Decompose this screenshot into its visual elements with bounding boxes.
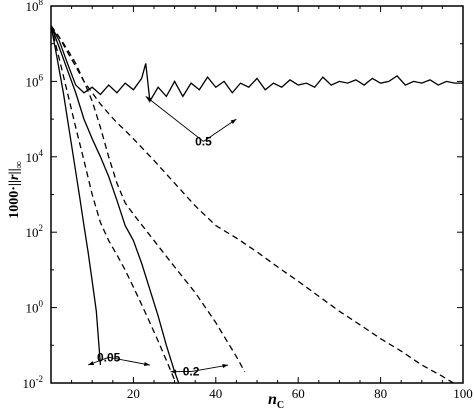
series-line-3-solid: [51, 25, 180, 383]
series-line-5-solid: [51, 25, 463, 104]
x-axis-label: nC: [268, 391, 284, 411]
annotation-arrowhead: [170, 369, 177, 374]
y-tick-label: 100: [26, 299, 44, 316]
y-tick-label: 10-2: [23, 374, 44, 391]
series-line-6-dashed: [51, 25, 455, 383]
series-line-4-dashed: [51, 25, 246, 372]
x-tick-label: 20: [127, 386, 140, 401]
annotation-arrow: [203, 118, 237, 142]
annotation-arrow: [191, 364, 229, 372]
x-tick-label: 60: [292, 386, 305, 401]
annotation-label: 0.5: [195, 134, 212, 148]
x-tick-label: 40: [209, 386, 222, 401]
annotation-label: 0.05: [97, 350, 121, 364]
annotation-arrowhead: [88, 361, 95, 366]
annotation-arrowhead: [145, 96, 152, 102]
annotation-arrow: [108, 356, 150, 366]
x-tick-label: 100: [453, 386, 473, 401]
series-line-2-dashed: [51, 25, 176, 381]
annotation-arrow: [145, 96, 204, 142]
y-tick-label: 104: [26, 148, 44, 165]
y-tick-label: 102: [26, 223, 44, 240]
annotation-label: 0.2: [183, 365, 200, 379]
annotations: 0.5 0.05 0.2: [87, 96, 237, 379]
annotation-arrowhead: [230, 119, 237, 124]
x-tick-label: 80: [374, 386, 387, 401]
y-tick-label: 108: [26, 0, 44, 14]
series-line-1-solid: [51, 25, 102, 366]
series-lines: [51, 25, 463, 383]
plot-frame: [50, 5, 464, 384]
annotation-arrowhead: [143, 361, 150, 367]
annotation-arrowhead: [222, 363, 229, 369]
y-tick-label: 106: [26, 72, 44, 89]
plot-area: [50, 5, 464, 384]
y-axis-label: 1000·||r||∞: [7, 161, 25, 219]
axis-ticks: 20 40 60 80 100 10-2 100 102 104 106 108: [23, 0, 473, 401]
